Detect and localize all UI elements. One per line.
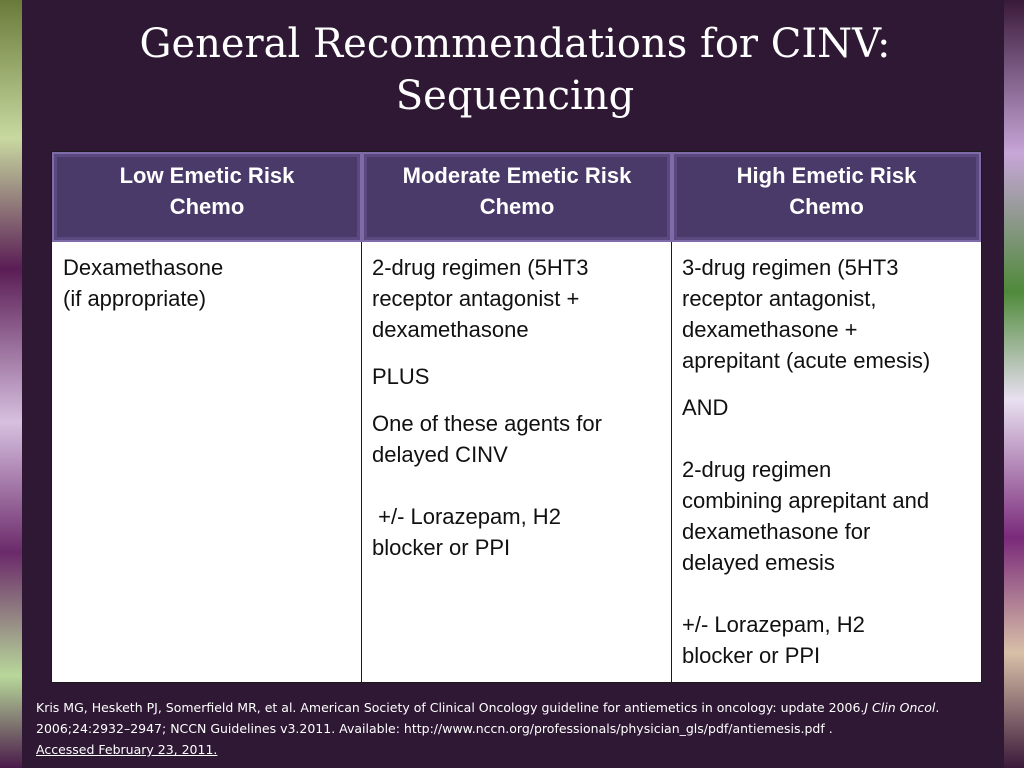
reference-journal: J Clin Oncol	[864, 700, 936, 715]
header-low-line-2: Chemo	[169, 194, 245, 219]
header-high-risk: High Emetic Risk Chemo	[672, 152, 981, 242]
moderate-regimen-line: 2-drug regimen (5HT3	[372, 255, 589, 280]
low-line: Dexamethasone	[63, 255, 224, 280]
column-divider	[671, 242, 672, 683]
recommendations-table: Low Emetic Risk Chemo Moderate Emetic Ri…	[51, 151, 982, 683]
reference-citation: Kris MG, Hesketh PJ, Somerfield MR, et a…	[36, 697, 996, 760]
moderate-regimen-line: dexamethasone	[372, 317, 529, 342]
cell-low-risk: Dexamethasone (if appropriate)	[63, 252, 353, 314]
high-regimen-line: receptor antagonist,	[682, 286, 877, 311]
header-moderate-line-2: Chemo	[479, 194, 555, 219]
title-line-1: General Recommendations for CINV:	[139, 21, 891, 67]
high-regimen-line: dexamethasone +	[682, 317, 858, 342]
spacer	[372, 345, 664, 361]
cell-moderate-risk: 2-drug regimen (5HT3 receptor antagonist…	[372, 252, 664, 563]
header-moderate-risk: Moderate Emetic Risk Chemo	[362, 152, 672, 242]
header-low-risk: Low Emetic Risk Chemo	[52, 152, 362, 242]
spacer	[372, 470, 664, 501]
title-line-2: Sequencing	[395, 73, 635, 119]
moderate-addon-line: blocker or PPI	[372, 535, 511, 560]
table-header-row: Low Emetic Risk Chemo Moderate Emetic Ri…	[52, 152, 981, 242]
high-regimen-line: aprepitant (acute emesis)	[682, 348, 931, 373]
reference-part-2: . 2006;24:2932–2947; NCCN Guidelines v3.…	[36, 700, 940, 736]
high-addon-line: +/- Lorazepam, H2	[682, 612, 865, 637]
high-second-line: dexamethasone for	[682, 519, 871, 544]
spacer	[682, 578, 978, 609]
high-second-line: combining aprepitant and	[682, 488, 930, 513]
moderate-agents-line: One of these agents for	[372, 411, 602, 436]
high-addon-line: blocker or PPI	[682, 643, 821, 668]
high-and: AND	[682, 395, 729, 420]
header-high-line-2: Chemo	[789, 194, 864, 219]
column-divider	[361, 242, 362, 683]
reference-part-1: Kris MG, Hesketh PJ, Somerfield MR, et a…	[36, 700, 865, 715]
spacer	[682, 376, 978, 392]
moderate-plus: PLUS	[372, 364, 430, 389]
header-high-line-1: High Emetic Risk	[736, 163, 917, 188]
high-regimen-line: 3-drug regimen (5HT3	[682, 255, 899, 280]
high-second-line: 2-drug regimen	[682, 457, 832, 482]
cell-high-risk: 3-drug regimen (5HT3 receptor antagonist…	[682, 252, 978, 671]
moderate-regimen-line: receptor antagonist +	[372, 286, 580, 311]
moderate-addon-line: +/- Lorazepam, H2	[372, 504, 561, 529]
spacer	[682, 423, 978, 454]
spacer	[372, 392, 664, 408]
high-second-line: delayed emesis	[682, 550, 835, 575]
reference-accessed: Accessed February 23, 2011.	[36, 742, 218, 757]
slide-title: General Recommendations for CINV: Sequen…	[40, 18, 990, 122]
header-low-line-1: Low Emetic Risk	[119, 163, 295, 188]
low-line: (if appropriate)	[63, 286, 207, 311]
header-moderate-line-1: Moderate Emetic Risk	[402, 163, 632, 188]
moderate-agents-line: delayed CINV	[372, 442, 508, 467]
